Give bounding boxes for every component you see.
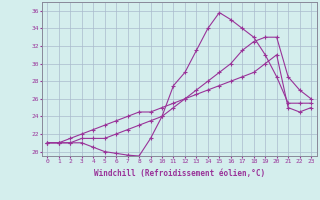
X-axis label: Windchill (Refroidissement éolien,°C): Windchill (Refroidissement éolien,°C) (94, 169, 265, 178)
